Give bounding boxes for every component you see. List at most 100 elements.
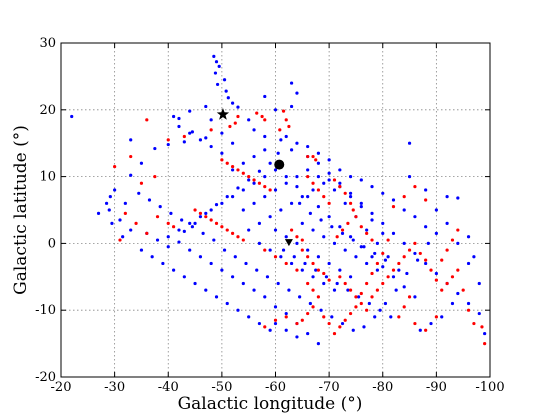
red-data-point [236, 235, 240, 239]
blue-data-point [413, 295, 417, 299]
x-tick-labels: -20 -30 -40 -50 -60 -70 -80 -90 -100 [51, 380, 505, 395]
red-data-point [236, 114, 240, 119]
red-data-point [247, 175, 251, 179]
red-data-point [359, 291, 363, 296]
blue-data-point [370, 185, 374, 189]
red-data-point [263, 325, 267, 329]
red-data-point [300, 318, 304, 322]
blue-data-point [273, 108, 278, 112]
red-data-point [214, 221, 219, 225]
red-data-point [225, 228, 229, 232]
blue-data-point [316, 255, 320, 259]
blue-data-point [306, 144, 310, 149]
blue-data-point [177, 228, 181, 232]
blue-data-point [445, 221, 449, 225]
blue-data-point [209, 261, 213, 266]
red-data-point [450, 238, 455, 242]
blue-data-point [338, 225, 342, 229]
red-data-point [252, 178, 256, 182]
y-axis-label: Galactic latitude (°) [11, 125, 31, 295]
blue-data-point [190, 225, 194, 229]
red-data-point [316, 268, 320, 272]
red-data-point [424, 328, 428, 332]
blue-data-point [139, 248, 144, 252]
blue-data-point [252, 288, 256, 292]
blue-data-point [263, 295, 267, 299]
blue-data-point [188, 109, 192, 113]
red-data-point [316, 295, 320, 299]
blue-data-point [424, 188, 428, 192]
red-data-point [300, 248, 304, 252]
red-data-point [166, 138, 170, 142]
blue-data-point [273, 321, 278, 326]
red-data-point [354, 295, 358, 299]
red-data-point [375, 261, 379, 266]
blue-data-point [193, 221, 197, 225]
blue-data-point [351, 238, 355, 242]
blue-data-point [402, 285, 406, 289]
blue-data-point [222, 248, 227, 252]
red-data-point [306, 281, 310, 286]
red-data-point [306, 255, 310, 259]
blue-data-point [214, 60, 219, 64]
red-data-point [236, 168, 240, 172]
blue-data-point [354, 255, 358, 259]
blue-data-point [332, 188, 337, 192]
red-data-point [402, 195, 406, 199]
blue-data-point [340, 231, 345, 235]
y-tick-label: -20 [35, 370, 56, 385]
blue-data-point [212, 238, 216, 242]
blue-data-point [158, 205, 162, 209]
y-tick-labels: -20 -10 0 10 20 30 [35, 36, 56, 385]
blue-data-point [298, 295, 302, 299]
red-data-point [327, 321, 331, 326]
blue-data-point [289, 148, 294, 152]
blue-data-point [397, 268, 401, 272]
x-tick-label: -60 [265, 380, 286, 395]
blue-data-point [456, 291, 460, 296]
blue-data-point [440, 315, 444, 319]
blue-data-point [244, 261, 248, 266]
blue-data-point [477, 311, 481, 316]
blue-data-point [247, 315, 251, 319]
red-data-point [113, 164, 117, 169]
blue-data-point [316, 205, 320, 209]
blue-data-point [391, 231, 396, 235]
blue-data-point [362, 245, 366, 249]
red-data-point [155, 215, 160, 219]
blue-data-point [222, 78, 227, 82]
blue-data-point [386, 255, 390, 259]
blue-data-point [247, 178, 251, 182]
blue-data-point [394, 288, 398, 292]
red-data-point [456, 268, 460, 272]
blue-data-point [70, 114, 74, 119]
blue-data-point [204, 288, 208, 292]
blue-data-point [204, 136, 208, 140]
red-data-point [295, 268, 299, 272]
blue-data-point [300, 195, 304, 199]
red-data-point [145, 231, 149, 235]
blue-data-point [295, 241, 299, 245]
blue-data-point [383, 301, 388, 306]
blue-data-point [381, 191, 385, 195]
red-data-point [311, 288, 315, 292]
blue-data-point [389, 315, 393, 319]
blue-data-point [330, 225, 334, 229]
red-data-point [166, 221, 170, 225]
red-data-point [381, 281, 385, 286]
blue-data-point [215, 82, 220, 87]
blue-data-point [362, 325, 366, 329]
blue-data-point [252, 181, 256, 185]
red-data-point [440, 258, 444, 262]
red-data-point [445, 281, 449, 286]
blue-data-point [276, 281, 280, 286]
red-data-point [129, 154, 133, 159]
red-data-point [413, 321, 417, 326]
red-data-point [370, 238, 374, 242]
red-data-point [231, 231, 235, 235]
blue-data-point [212, 54, 216, 58]
blue-data-point [224, 89, 228, 93]
blue-data-point [316, 151, 320, 155]
red-data-point [172, 225, 176, 229]
blue-data-point [370, 255, 374, 259]
